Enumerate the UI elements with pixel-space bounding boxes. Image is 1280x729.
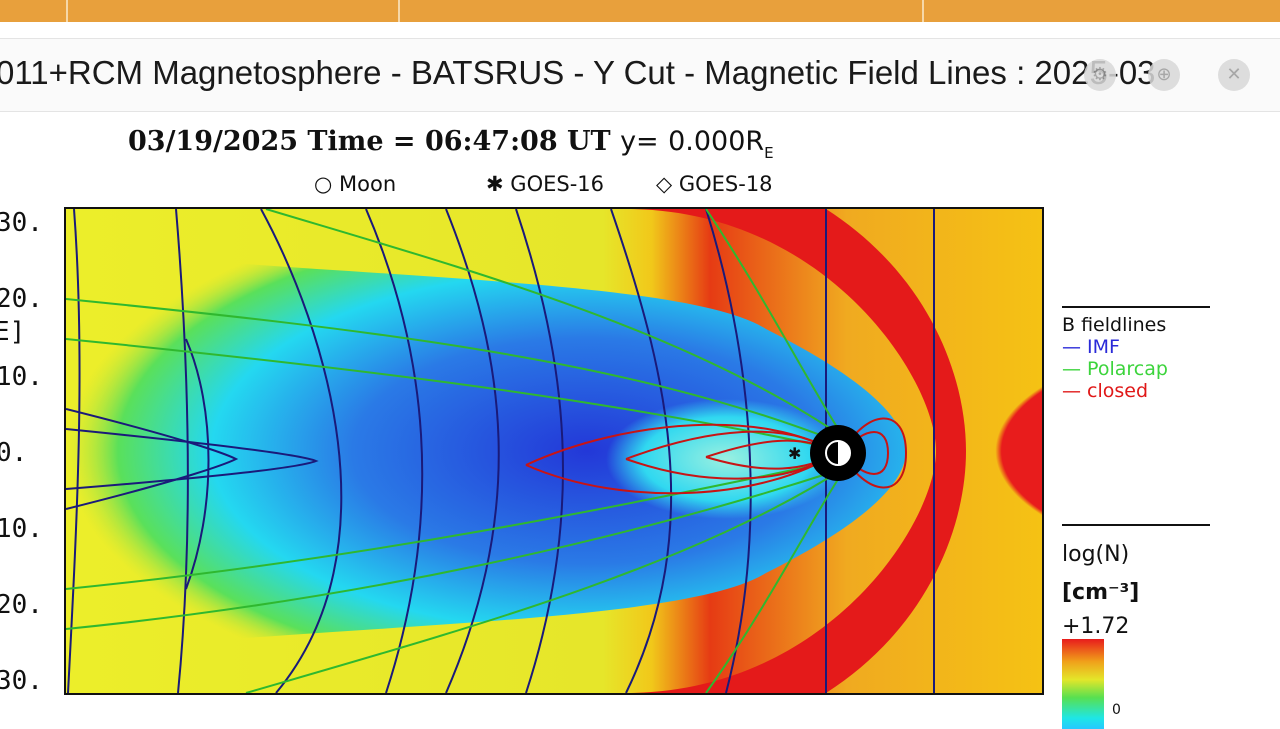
goes16-marker: ✱ — [788, 444, 801, 463]
y-tick: 30. — [0, 208, 43, 238]
legend-title: B fieldlines — [1062, 314, 1167, 336]
y-tick: 20. — [0, 284, 43, 314]
y-cut-subscript: E — [764, 144, 774, 162]
sat-legend-moon: ○ Moon — [314, 172, 397, 196]
figure-time: 06:47:08 UT — [424, 126, 611, 157]
y-cut-value: 0.000R — [668, 126, 765, 157]
y-tick: 20. — [0, 590, 43, 620]
legend-item-polarcap: — Polarcap — [1062, 358, 1168, 380]
figure-headline: 03/19/2025 Time = 06:47:08 UT y= 0.000RE — [128, 126, 774, 162]
y-tick: 10. — [0, 514, 43, 544]
zoom-icon[interactable]: ⊕ — [1148, 59, 1180, 91]
colorbar — [1062, 639, 1104, 729]
legend-item-closed: — closed — [1062, 380, 1149, 402]
y-tick: 10. — [0, 362, 43, 392]
browser-top-bar — [0, 0, 1280, 22]
y-axis-label-fragment: E] — [0, 317, 26, 347]
moon-marker-icon: ○ — [314, 172, 333, 196]
viewer-title-bar: 011+RCM Magnetosphere - BATSRUS - Y Cut … — [0, 38, 1280, 112]
figure-time-label: Time = — [307, 126, 416, 157]
fieldline-legend: B fieldlines — IMF — Polarcap — closed — [1062, 314, 1168, 402]
settings-icon[interactable]: ⚙ — [1084, 59, 1116, 91]
plasma-sheet — [606, 399, 846, 519]
magnetotail-cavity — [66, 249, 906, 653]
colorbar-min: 0 — [1112, 702, 1121, 718]
magnetosheath-band — [626, 209, 966, 693]
colorbar-quantity: log(N) — [1062, 542, 1130, 567]
colorbar-unit: [cm⁻³] — [1062, 580, 1140, 605]
y-tick: 30. — [0, 666, 43, 696]
goes18-marker-icon: ◇ — [656, 172, 673, 196]
field-line-overlay: ✱ — [66, 209, 966, 693]
tab-separator — [66, 0, 68, 22]
y-tick: 0. — [0, 438, 28, 468]
figure-date: 03/19/2025 — [128, 126, 299, 157]
viewer-title: 011+RCM Magnetosphere - BATSRUS - Y Cut … — [0, 54, 1156, 91]
earth-outline — [825, 440, 851, 466]
y-cut-label: y= — [620, 126, 659, 157]
polarcap-field-lines — [66, 209, 847, 693]
legend-item-imf: — IMF — [1062, 336, 1120, 358]
earth-dayside — [838, 441, 850, 465]
legend-rule — [1062, 306, 1210, 308]
sat-legend-goes18: ◇ GOES-18 — [656, 172, 773, 196]
tab-separator — [398, 0, 400, 22]
colorbar-rule — [1062, 524, 1210, 526]
sat-legend-goes16: ✱ GOES-16 — [486, 172, 604, 196]
tab-separator — [922, 0, 924, 22]
close-icon[interactable]: ✕ — [1218, 59, 1250, 91]
goes16-marker-icon: ✱ — [486, 172, 504, 196]
magnetosphere-figure: 03/19/2025 Time = 06:47:08 UT y= 0.000RE… — [0, 112, 1280, 729]
colorbar-max: +1.72 — [1062, 614, 1130, 639]
density-plot: ✱ — [64, 207, 1044, 695]
